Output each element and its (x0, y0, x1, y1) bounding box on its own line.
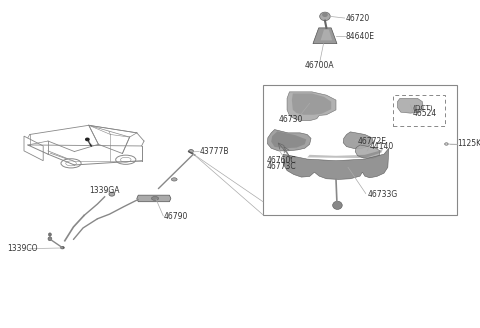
Text: 46733G: 46733G (367, 190, 397, 199)
Bar (263, 85, 457, 215)
Text: 44140: 44140 (370, 142, 394, 151)
Polygon shape (355, 145, 380, 158)
Text: 46760C: 46760C (267, 156, 297, 165)
Polygon shape (321, 30, 332, 40)
Polygon shape (283, 148, 389, 179)
Ellipse shape (109, 192, 115, 196)
Ellipse shape (322, 12, 328, 17)
Text: 46773C: 46773C (267, 162, 297, 171)
Ellipse shape (48, 237, 52, 241)
Bar (393, 95, 445, 126)
Polygon shape (137, 195, 171, 202)
Text: 46700A: 46700A (304, 61, 334, 70)
Ellipse shape (60, 246, 64, 249)
Ellipse shape (171, 178, 177, 181)
Text: 46790: 46790 (163, 212, 188, 221)
Text: 43777B: 43777B (199, 147, 228, 156)
Text: (DCT): (DCT) (413, 104, 433, 111)
Text: 46772E: 46772E (358, 136, 386, 146)
Polygon shape (292, 93, 331, 115)
Text: 1339GA: 1339GA (89, 186, 120, 195)
Polygon shape (271, 131, 306, 148)
Text: 84640E: 84640E (346, 31, 374, 41)
Ellipse shape (320, 12, 330, 21)
Ellipse shape (152, 196, 158, 200)
Text: 46524: 46524 (413, 109, 437, 118)
Ellipse shape (85, 138, 89, 140)
Polygon shape (267, 130, 311, 151)
Polygon shape (307, 148, 383, 158)
Polygon shape (397, 98, 423, 113)
Polygon shape (343, 132, 373, 149)
Polygon shape (313, 28, 337, 44)
Ellipse shape (333, 201, 342, 209)
Polygon shape (287, 92, 336, 121)
Text: 1125KJ: 1125KJ (457, 139, 480, 149)
Ellipse shape (189, 150, 193, 153)
Ellipse shape (48, 233, 51, 236)
Text: 46730: 46730 (278, 115, 303, 124)
Text: 46720: 46720 (346, 13, 370, 23)
Text: 1339CO: 1339CO (7, 244, 38, 253)
